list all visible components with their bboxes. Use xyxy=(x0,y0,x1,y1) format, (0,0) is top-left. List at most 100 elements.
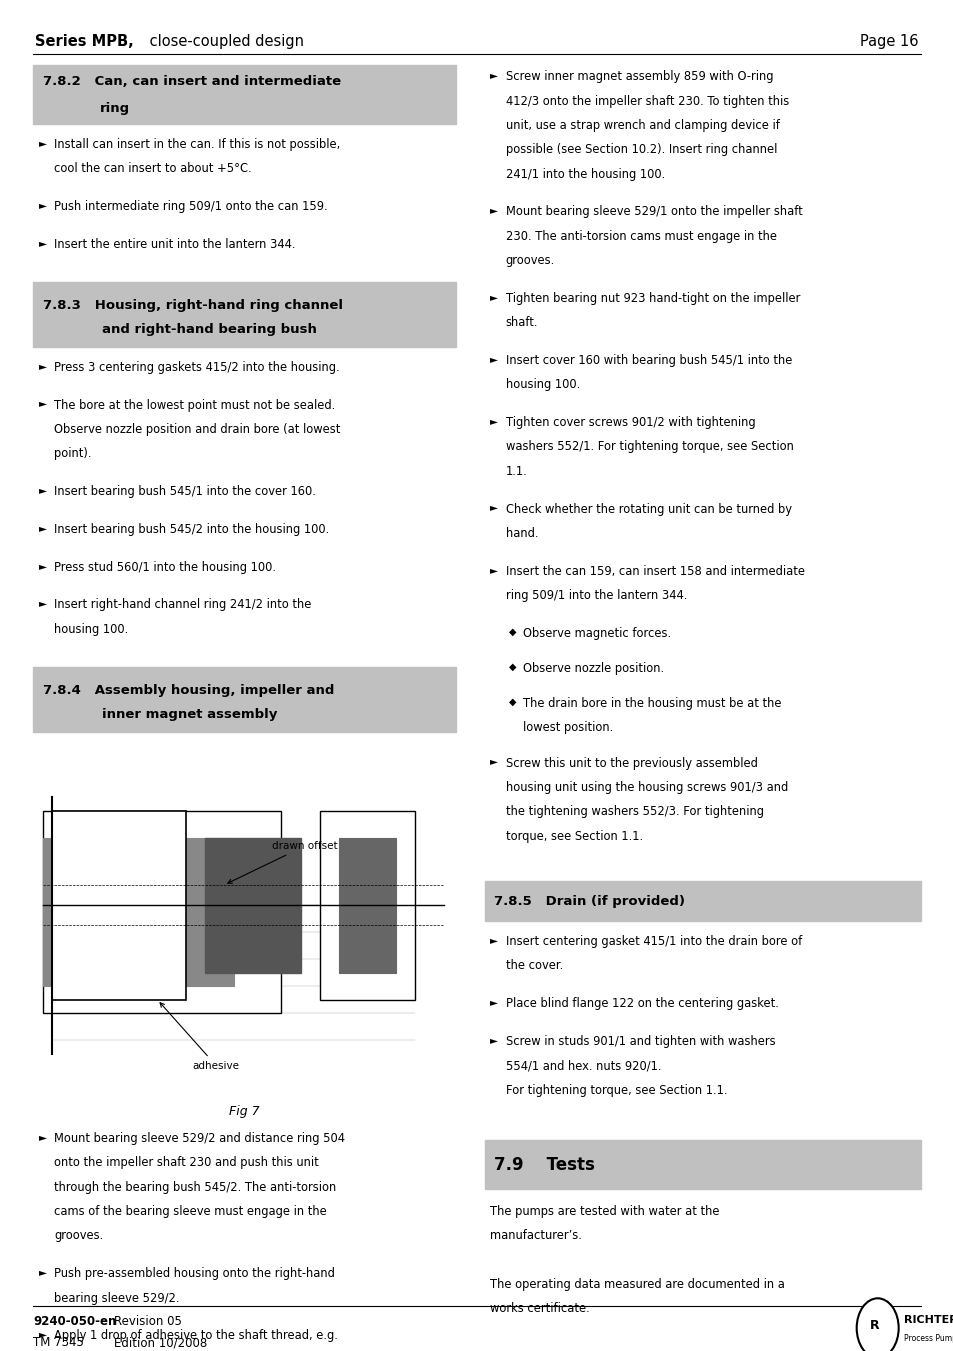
Bar xyxy=(484,1140,920,1189)
Text: Press 3 centering gaskets 415/2 into the housing.: Press 3 centering gaskets 415/2 into the… xyxy=(54,361,339,374)
Text: The drain bore in the housing must be at the: The drain bore in the housing must be at… xyxy=(522,697,781,711)
Text: ►: ► xyxy=(490,1035,497,1044)
Text: R: R xyxy=(869,1319,879,1332)
Bar xyxy=(484,881,920,921)
Text: Screw this unit to the previously assembled: Screw this unit to the previously assemb… xyxy=(505,757,757,770)
Text: ►: ► xyxy=(39,485,47,494)
Text: Mount bearing sleeve 529/2 and distance ring 504: Mount bearing sleeve 529/2 and distance … xyxy=(54,1132,345,1146)
Text: ring 509/1 into the lantern 344.: ring 509/1 into the lantern 344. xyxy=(505,589,686,603)
Bar xyxy=(33,65,456,124)
Bar xyxy=(338,838,395,973)
Text: ►: ► xyxy=(490,757,497,766)
Text: ring: ring xyxy=(100,101,131,115)
Text: close-coupled design: close-coupled design xyxy=(145,34,304,50)
Text: ►: ► xyxy=(490,565,497,574)
Text: grooves.: grooves. xyxy=(54,1229,104,1243)
Text: drawn offset: drawn offset xyxy=(228,842,337,884)
Bar xyxy=(319,811,415,1000)
Text: point).: point). xyxy=(54,447,91,461)
Text: Push pre-assembled housing onto the right-hand: Push pre-assembled housing onto the righ… xyxy=(54,1267,335,1281)
Text: Place blind flange 122 on the centering gasket.: Place blind flange 122 on the centering … xyxy=(505,997,778,1011)
Text: housing unit using the housing screws 901/3 and: housing unit using the housing screws 90… xyxy=(505,781,787,794)
Text: Insert centering gasket 415/1 into the drain bore of: Insert centering gasket 415/1 into the d… xyxy=(505,935,801,948)
Text: the tightening washers 552/3. For tightening: the tightening washers 552/3. For tighte… xyxy=(505,805,762,819)
Bar xyxy=(43,811,281,1013)
Text: Observe magnetic forces.: Observe magnetic forces. xyxy=(522,627,670,640)
Text: ►: ► xyxy=(39,238,47,247)
Text: adhesive: adhesive xyxy=(160,1002,239,1070)
Bar xyxy=(33,743,456,1094)
Text: Observe nozzle position.: Observe nozzle position. xyxy=(522,662,663,676)
Text: hand.: hand. xyxy=(505,527,537,540)
Text: cool the can insert to about +5°C.: cool the can insert to about +5°C. xyxy=(54,162,252,176)
Text: Process Pumps & Valves: Process Pumps & Valves xyxy=(903,1335,953,1343)
Text: 1.1.: 1.1. xyxy=(505,465,527,478)
Text: Push intermediate ring 509/1 onto the can 159.: Push intermediate ring 509/1 onto the ca… xyxy=(54,200,328,213)
Text: For tightening torque, see Section 1.1.: For tightening torque, see Section 1.1. xyxy=(505,1084,726,1097)
Text: onto the impeller shaft 230 and push this unit: onto the impeller shaft 230 and push thi… xyxy=(54,1156,319,1170)
Text: unit, use a strap wrench and clamping device if: unit, use a strap wrench and clamping de… xyxy=(505,119,779,132)
Text: shaft.: shaft. xyxy=(505,316,537,330)
Text: ►: ► xyxy=(39,1132,47,1142)
Text: 554/1 and hex. nuts 920/1.: 554/1 and hex. nuts 920/1. xyxy=(505,1059,660,1073)
Text: The operating data measured are documented in a: The operating data measured are document… xyxy=(490,1278,784,1292)
Text: works certificate.: works certificate. xyxy=(490,1302,590,1316)
Text: Series MPB,: Series MPB, xyxy=(35,34,134,50)
Text: ►: ► xyxy=(490,997,497,1006)
Text: Fig 7: Fig 7 xyxy=(229,1105,260,1119)
Text: Insert cover 160 with bearing bush 545/1 into the: Insert cover 160 with bearing bush 545/1… xyxy=(505,354,791,367)
Text: RICHTER: RICHTER xyxy=(903,1315,953,1325)
Text: ►: ► xyxy=(490,292,497,301)
Text: ►: ► xyxy=(39,598,47,608)
Text: Insert bearing bush 545/2 into the housing 100.: Insert bearing bush 545/2 into the housi… xyxy=(54,523,330,536)
Text: ◆: ◆ xyxy=(509,662,517,671)
Bar xyxy=(52,811,186,1000)
Text: lowest position.: lowest position. xyxy=(522,721,613,735)
Text: TM 7345: TM 7345 xyxy=(33,1336,84,1350)
Text: Tighten bearing nut 923 hand-tight on the impeller: Tighten bearing nut 923 hand-tight on th… xyxy=(505,292,800,305)
Text: Insert the can 159, can insert 158 and intermediate: Insert the can 159, can insert 158 and i… xyxy=(505,565,803,578)
Text: ►: ► xyxy=(39,1267,47,1277)
Text: 9240-050-en: 9240-050-en xyxy=(33,1315,116,1328)
Text: through the bearing bush 545/2. The anti-torsion: through the bearing bush 545/2. The anti… xyxy=(54,1181,336,1194)
Text: ►: ► xyxy=(490,416,497,426)
Text: Insert the entire unit into the lantern 344.: Insert the entire unit into the lantern … xyxy=(54,238,295,251)
Text: Apply 1 drop of adhesive to the shaft thread, e.g.: Apply 1 drop of adhesive to the shaft th… xyxy=(54,1329,338,1343)
Text: The bore at the lowest point must not be sealed.: The bore at the lowest point must not be… xyxy=(54,399,335,412)
Text: ►: ► xyxy=(39,200,47,209)
Text: Page 16: Page 16 xyxy=(860,34,918,50)
Text: 241/1 into the housing 100.: 241/1 into the housing 100. xyxy=(505,168,664,181)
Text: bearing sleeve 529/2.: bearing sleeve 529/2. xyxy=(54,1292,180,1305)
Text: housing 100.: housing 100. xyxy=(54,623,129,636)
Text: ►: ► xyxy=(39,523,47,532)
Text: The pumps are tested with water at the: The pumps are tested with water at the xyxy=(490,1205,720,1219)
Text: ►: ► xyxy=(490,70,497,80)
Text: Revision 05: Revision 05 xyxy=(114,1315,182,1328)
Text: Insert right-hand channel ring 241/2 into the: Insert right-hand channel ring 241/2 int… xyxy=(54,598,312,612)
Text: the cover.: the cover. xyxy=(505,959,562,973)
Text: possible (see Section 10.2). Insert ring channel: possible (see Section 10.2). Insert ring… xyxy=(505,143,776,157)
Text: Press stud 560/1 into the housing 100.: Press stud 560/1 into the housing 100. xyxy=(54,561,276,574)
Text: 7.8.3   Housing, right-hand ring channel: 7.8.3 Housing, right-hand ring channel xyxy=(43,299,342,312)
Bar xyxy=(205,838,300,973)
Text: Mount bearing sleeve 529/1 onto the impeller shaft: Mount bearing sleeve 529/1 onto the impe… xyxy=(505,205,801,219)
Text: Screw in studs 901/1 and tighten with washers: Screw in studs 901/1 and tighten with wa… xyxy=(505,1035,775,1048)
Text: ►: ► xyxy=(39,138,47,147)
Text: manufacturer’s.: manufacturer’s. xyxy=(490,1229,581,1243)
Bar xyxy=(33,282,456,347)
Text: ►: ► xyxy=(39,399,47,408)
Text: ►: ► xyxy=(39,361,47,370)
Text: 412/3 onto the impeller shaft 230. To tighten this: 412/3 onto the impeller shaft 230. To ti… xyxy=(505,95,788,108)
Text: 7.9    Tests: 7.9 Tests xyxy=(494,1155,595,1174)
Text: torque, see Section 1.1.: torque, see Section 1.1. xyxy=(505,830,642,843)
Bar xyxy=(33,667,456,732)
Circle shape xyxy=(856,1298,898,1351)
Text: and right-hand bearing bush: and right-hand bearing bush xyxy=(102,323,316,336)
Text: Screw inner magnet assembly 859 with O-ring: Screw inner magnet assembly 859 with O-r… xyxy=(505,70,772,84)
Text: 230. The anti-torsion cams must engage in the: 230. The anti-torsion cams must engage i… xyxy=(505,230,776,243)
Text: ►: ► xyxy=(39,561,47,570)
Text: inner magnet assembly: inner magnet assembly xyxy=(102,708,277,721)
Text: ►: ► xyxy=(490,935,497,944)
Text: ►: ► xyxy=(490,205,497,215)
Bar xyxy=(43,838,233,986)
